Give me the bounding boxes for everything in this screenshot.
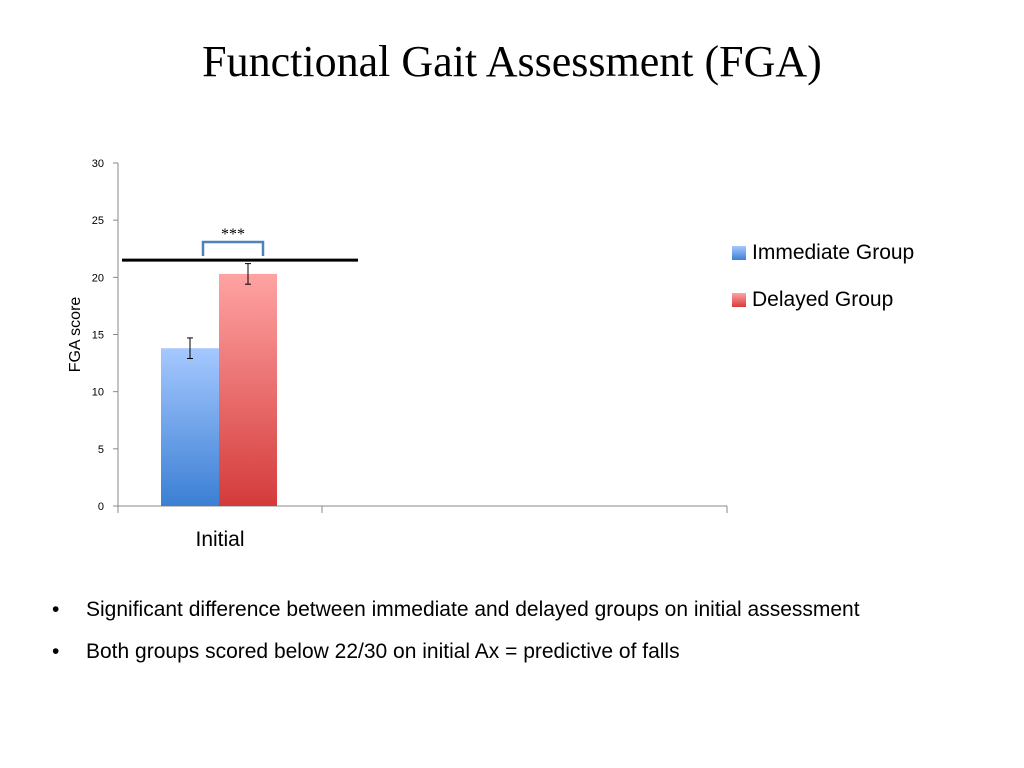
bullet-item: • Both groups scored below 22/30 on init… [52, 638, 860, 666]
bullet-text: Both groups scored below 22/30 on initia… [86, 640, 680, 663]
y-tick-label: 25 [92, 215, 104, 227]
legend-swatch-immediate [732, 246, 746, 260]
y-tick-label: 10 [92, 387, 104, 399]
bar [161, 348, 219, 506]
y-tick-label: 5 [98, 444, 104, 456]
slide-title: Functional Gait Assessment (FGA) [202, 37, 822, 86]
y-tick-label: 20 [92, 272, 104, 284]
bullet-text: Significant difference between immediate… [86, 598, 860, 621]
bullet-glyph: • [52, 598, 60, 621]
y-axis-label: FGA score [67, 297, 84, 373]
x-category-label: Initial [195, 528, 244, 551]
legend-label-delayed: Delayed Group [752, 288, 894, 311]
chart-legend: Immediate Group Delayed Group [732, 240, 914, 334]
legend-swatch-delayed [732, 293, 746, 307]
legend-item-delayed: Delayed Group [732, 287, 914, 313]
significance-label: *** [221, 226, 245, 243]
y-tick-label: 15 [92, 330, 104, 342]
bullet-list: • Significant difference between immedia… [52, 596, 860, 680]
significance-bracket [201, 240, 265, 256]
bar [219, 273, 277, 506]
legend-label-immediate: Immediate Group [752, 241, 915, 264]
bullet-item: • Significant difference between immedia… [52, 596, 860, 624]
y-tick-label: 30 [92, 158, 104, 170]
y-tick-label: 0 [98, 501, 104, 513]
bar-chart: 0 5 10 15 20 25 30 FGA score Initial *** [67, 158, 728, 551]
bullet-glyph: • [52, 640, 60, 663]
legend-item-immediate: Immediate Group [732, 240, 914, 266]
